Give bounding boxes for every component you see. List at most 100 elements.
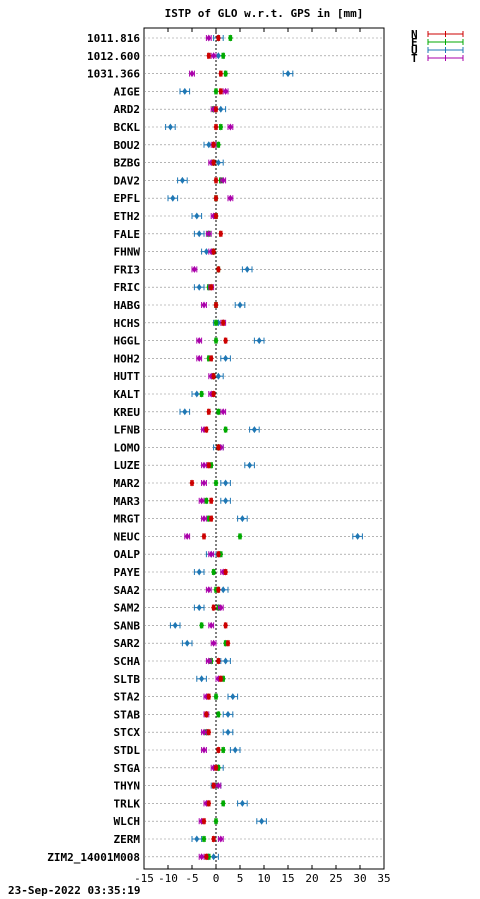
data-point-t — [189, 70, 195, 78]
data-point-n — [189, 479, 195, 487]
data-point-u — [223, 479, 229, 487]
data-point-n — [211, 835, 217, 843]
data-point-n — [215, 746, 221, 754]
station-label: 1011.816 — [87, 32, 140, 45]
data-point-t — [211, 639, 217, 647]
chart-title: ISTP of GLO w.r.t. GPS in [mm] — [165, 7, 364, 20]
data-point-n — [218, 70, 224, 78]
data-point-u — [215, 372, 221, 380]
data-point-u — [167, 123, 173, 131]
data-point-n — [211, 604, 217, 612]
data-point-t — [201, 479, 207, 487]
data-point-n — [215, 657, 221, 665]
data-point-u — [211, 853, 217, 861]
data-point-n — [218, 87, 224, 95]
data-point-e — [215, 710, 221, 718]
station-label: STDL — [114, 744, 141, 757]
data-point-t — [220, 176, 226, 184]
data-point-u — [239, 799, 245, 807]
data-point-u — [196, 283, 202, 291]
data-point-n — [206, 693, 212, 701]
data-point-e — [211, 568, 217, 576]
data-point-u — [179, 176, 185, 184]
station-label: DAV2 — [114, 174, 141, 187]
data-point-n — [206, 461, 212, 469]
data-point-u — [215, 159, 221, 167]
data-point-t — [211, 52, 217, 60]
data-point-n — [211, 372, 217, 380]
data-point-n — [213, 123, 219, 131]
station-label: HGGL — [114, 335, 141, 348]
data-point-u — [196, 568, 202, 576]
station-label: SAR2 — [114, 637, 141, 650]
data-point-n — [211, 159, 217, 167]
data-point-n — [203, 426, 209, 434]
station-label: SLTB — [114, 673, 141, 686]
station-label: WLCH — [114, 815, 141, 828]
data-point-n — [220, 319, 226, 327]
data-point-n — [211, 248, 217, 256]
data-point-u — [285, 70, 291, 78]
timestamp-footer: 23-Sep-2022 03:35:19 — [8, 884, 141, 897]
data-point-t — [206, 657, 212, 665]
data-point-u — [194, 212, 200, 220]
data-point-n — [215, 265, 221, 273]
data-point-u — [223, 497, 229, 505]
data-point-n — [208, 354, 214, 362]
station-label: KREU — [114, 406, 141, 419]
station-label: STAB — [114, 708, 141, 721]
data-point-t — [206, 586, 212, 594]
data-point-e — [218, 123, 224, 131]
data-point-u — [203, 248, 209, 256]
station-label: HABG — [114, 299, 141, 312]
data-point-n — [203, 710, 209, 718]
data-point-e — [199, 621, 205, 629]
station-label: NEUC — [114, 530, 141, 543]
data-point-n — [211, 141, 217, 149]
data-point-u — [194, 390, 200, 398]
data-point-n — [201, 532, 207, 540]
data-point-n — [206, 728, 212, 736]
station-label: EPFL — [114, 192, 141, 205]
data-point-e — [213, 817, 219, 825]
data-point-n — [215, 586, 221, 594]
x-tick-label: 0 — [213, 872, 220, 885]
data-point-t — [199, 853, 205, 861]
data-point-t — [196, 337, 202, 345]
data-point-e — [201, 835, 207, 843]
data-point-e — [215, 408, 221, 416]
x-tick-label: 5 — [237, 872, 244, 885]
station-label: PAYE — [114, 566, 141, 579]
station-labels: 1011.816 1012.600 1031.366 AIGE ARD2 BCKL BOU2… — [47, 32, 140, 864]
legend-label-n: N — [411, 28, 418, 41]
data-point-n — [213, 764, 219, 772]
station-label: MRGT — [114, 513, 141, 526]
data-point-e — [237, 532, 243, 540]
data-point-e — [203, 497, 209, 505]
station-label: HCHS — [114, 317, 141, 330]
station-label: FRIC — [114, 281, 141, 294]
data-point-n — [213, 212, 219, 220]
x-tick-label: 10 — [257, 872, 270, 885]
data-point-u — [225, 728, 231, 736]
data-point-n — [208, 515, 214, 523]
data-point-u — [206, 141, 212, 149]
data-point-t — [196, 354, 202, 362]
data-point-n — [218, 675, 224, 683]
data-point-n — [206, 408, 212, 416]
station-label: MAR3 — [114, 495, 141, 508]
data-point-u — [232, 746, 238, 754]
data-point-u — [247, 461, 253, 469]
station-label: SAA2 — [114, 584, 141, 597]
data-point-n — [211, 782, 217, 790]
data-point-t — [199, 497, 205, 505]
station-label: FALE — [114, 228, 141, 241]
station-label: ETH2 — [114, 210, 141, 223]
data-point-n — [213, 194, 219, 202]
station-label: ZERM — [114, 833, 141, 846]
data-marks — [165, 34, 363, 861]
station-label: BOU2 — [114, 139, 141, 152]
legend-label-e: E — [411, 36, 418, 49]
data-point-t — [206, 34, 212, 42]
